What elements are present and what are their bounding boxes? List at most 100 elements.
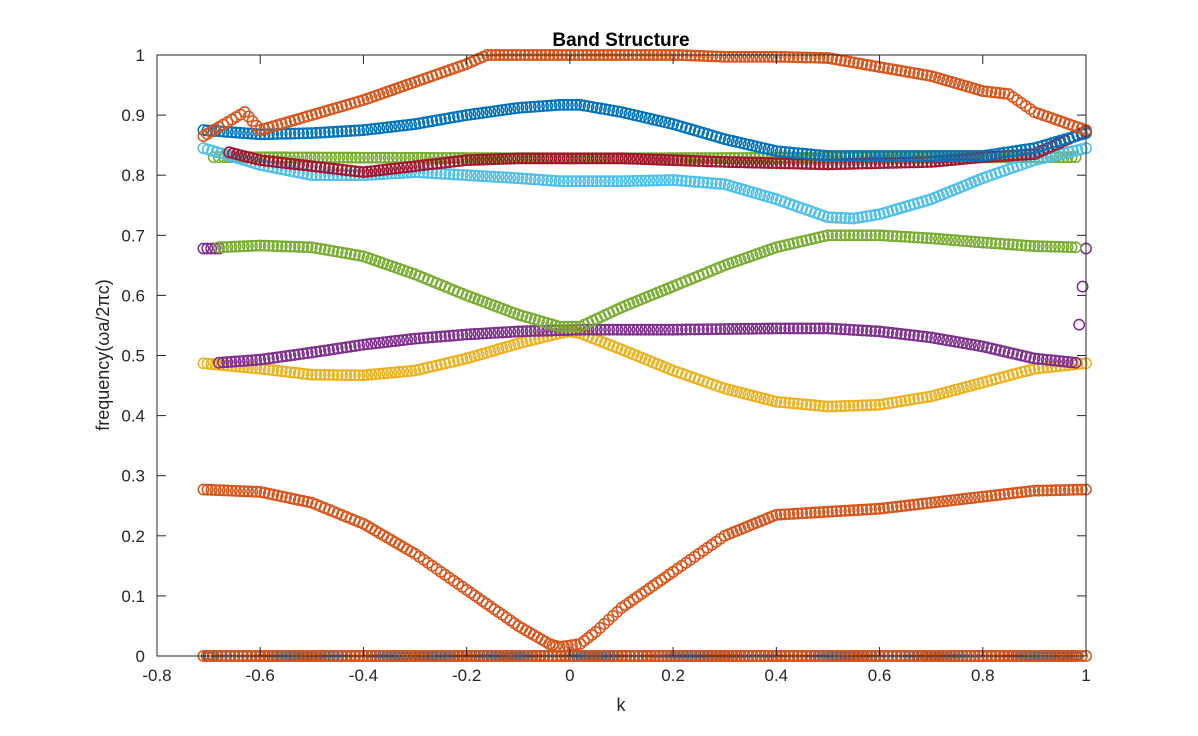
data-point: [496, 171, 509, 184]
data-point: [353, 339, 366, 352]
data-point: [197, 483, 210, 496]
y-tick-label: 0.6: [121, 286, 145, 305]
data-point: [804, 506, 817, 519]
x-axis-ticks: -0.8 -0.6 -0.4 -0.2 0 0.2 0.4 0.6 0.8 1: [142, 55, 1091, 685]
data-point: [323, 162, 335, 175]
data-point: [480, 170, 493, 183]
data-point: [254, 239, 267, 252]
y-tick-label: 0.3: [121, 467, 145, 486]
data-point: [821, 211, 834, 224]
data-point: [361, 338, 374, 351]
data-point: [1036, 353, 1049, 366]
x-tick-label: 0.8: [971, 666, 995, 685]
data-point: [344, 164, 357, 177]
data-point: [976, 490, 989, 503]
data-point: [397, 365, 410, 378]
data-point: [856, 229, 869, 242]
data-point: [305, 346, 318, 359]
data-point: [688, 323, 701, 336]
data-point: [1011, 144, 1024, 157]
data-point: [476, 106, 489, 119]
data-point: [651, 174, 664, 187]
data-point: [488, 326, 501, 339]
data-point: [434, 330, 447, 343]
data-point: [300, 151, 313, 164]
data-point: [804, 322, 817, 335]
data-point: [796, 235, 809, 248]
data-point: [877, 326, 890, 338]
data-point: [865, 503, 877, 516]
data-point: [762, 50, 775, 63]
data-point: [520, 325, 533, 338]
data-point: [357, 124, 370, 137]
data-point: [706, 50, 719, 63]
data-point: [574, 98, 587, 111]
data-point: [430, 157, 443, 170]
data-point: [865, 150, 877, 162]
data-point: [284, 240, 297, 253]
data-point: [1062, 483, 1075, 496]
data-point: [582, 152, 595, 165]
data-point: [989, 86, 1002, 99]
data-point: [205, 242, 218, 255]
data-point: [417, 362, 430, 375]
data-point: [813, 506, 826, 519]
data-point: [903, 66, 916, 79]
data-point: [280, 350, 292, 363]
data-point: [492, 326, 505, 339]
data-point: [353, 151, 366, 164]
y-tick-label: 0.7: [121, 226, 145, 245]
data-point: [908, 393, 920, 406]
data-point: [528, 152, 541, 165]
data-point: [873, 398, 886, 411]
data-point: [738, 322, 751, 335]
data-point: [1040, 240, 1053, 253]
data-point: [318, 161, 331, 174]
data-point: [456, 109, 469, 122]
data-point: [972, 236, 985, 249]
data-point: [860, 324, 873, 337]
data-point: [941, 233, 953, 246]
data-point: [796, 51, 809, 64]
data-point: [667, 174, 680, 186]
data-point: [488, 105, 501, 118]
data-point: [504, 152, 517, 165]
data-point: [817, 322, 830, 335]
data-point: [331, 245, 344, 258]
data-point: [516, 152, 529, 165]
data-point: [426, 331, 439, 344]
data-point: [590, 175, 603, 188]
data-point: [968, 235, 981, 248]
chart-title: Band Structure: [552, 30, 689, 51]
data-point: [353, 165, 366, 178]
data-point: [908, 67, 920, 79]
data-point: [443, 156, 456, 169]
data-point: [882, 150, 895, 162]
data-point: [520, 101, 533, 114]
data-point: [903, 231, 916, 244]
data-point: [335, 246, 348, 259]
data-point: [692, 155, 705, 168]
data-point: [1057, 355, 1070, 368]
data-point: [643, 323, 656, 336]
x-axis-label: k: [617, 695, 627, 715]
data-point: [393, 162, 406, 174]
data-point: [561, 320, 574, 333]
data-point: [508, 172, 521, 184]
data-point: [292, 367, 305, 380]
data-point: [1061, 355, 1074, 368]
data-point: [856, 399, 869, 412]
data-point: [869, 209, 882, 221]
data-point: [890, 396, 903, 408]
y-axis-label: frequency(ωa/2πc): [93, 279, 113, 431]
data-point: [271, 364, 284, 377]
data-point: [201, 357, 214, 370]
data-point: [377, 367, 390, 380]
data-point: [258, 353, 271, 366]
data-point: [770, 395, 783, 408]
data-point: [401, 333, 414, 346]
data-point: [561, 98, 574, 111]
data-point: [873, 150, 886, 162]
data-point: [847, 56, 860, 69]
data-point: [456, 353, 469, 366]
